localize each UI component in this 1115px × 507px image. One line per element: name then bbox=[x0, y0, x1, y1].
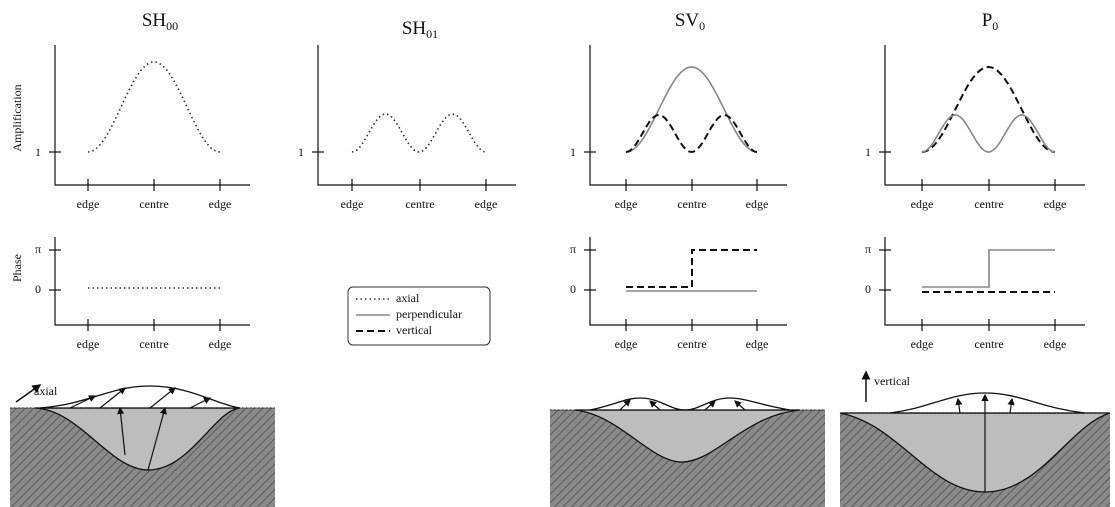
phase-axes bbox=[884, 237, 1085, 326]
title-main: SV bbox=[675, 10, 700, 31]
ray bbox=[149, 387, 176, 409]
title-sub: 0 bbox=[992, 19, 998, 33]
title-sub: 00 bbox=[166, 19, 178, 33]
y-axis-label: Amplification bbox=[10, 84, 24, 151]
title-main: SH bbox=[402, 18, 427, 39]
ray bbox=[734, 400, 746, 411]
amplitude-curve bbox=[87, 61, 221, 153]
panel-title: SH01 bbox=[402, 18, 438, 40]
x-tick-label: edge bbox=[77, 197, 100, 211]
x-tick-label: edge bbox=[746, 337, 769, 351]
ray bbox=[99, 387, 126, 409]
x-tick-label: centre bbox=[974, 197, 1003, 211]
x-tick-label: edge bbox=[77, 337, 100, 351]
surface-motion bbox=[589, 397, 791, 411]
ray bbox=[955, 397, 963, 414]
amplitude-curve bbox=[351, 113, 487, 153]
surface-motion bbox=[889, 392, 1086, 414]
title-sub: 0 bbox=[699, 19, 705, 33]
x-tick-label: centre bbox=[139, 337, 168, 351]
basin bbox=[574, 409, 801, 463]
x-tick-label: edge bbox=[615, 337, 638, 351]
y-tick-label: 1 bbox=[35, 145, 41, 159]
phase-curve bbox=[626, 249, 757, 288]
amplitude-axes bbox=[54, 45, 250, 186]
axial-arrow bbox=[15, 384, 42, 403]
legend-label: perpendicular bbox=[396, 307, 462, 321]
x-tick-label: edge bbox=[746, 197, 769, 211]
y-tick-label: π bbox=[570, 242, 576, 256]
amplitude-curve bbox=[625, 113, 758, 154]
title-main: P bbox=[982, 10, 993, 31]
panel-title: SV0 bbox=[675, 10, 705, 32]
ray bbox=[147, 406, 167, 471]
x-tick-label: centre bbox=[974, 337, 1003, 351]
x-tick-label: centre bbox=[139, 197, 168, 211]
ray bbox=[117, 406, 126, 456]
legend-label: axial bbox=[396, 291, 420, 305]
phase-axes bbox=[589, 237, 787, 326]
ray bbox=[69, 395, 97, 409]
x-tick-label: edge bbox=[1044, 337, 1067, 351]
ray bbox=[704, 400, 716, 411]
x-tick-label: centre bbox=[677, 197, 706, 211]
ray bbox=[649, 400, 661, 411]
x-tick-label: edge bbox=[209, 197, 232, 211]
cross-section-label: vertical bbox=[874, 374, 911, 388]
y-tick-label: 1 bbox=[570, 145, 576, 159]
amplitude-axes bbox=[884, 45, 1085, 186]
y-axis-label: Phase bbox=[10, 254, 24, 282]
y-tick-label: 1 bbox=[298, 145, 304, 159]
x-tick-label: edge bbox=[209, 337, 232, 351]
y-tick-label: 1 bbox=[865, 145, 871, 159]
amplitude-curve bbox=[625, 66, 758, 153]
x-tick-label: centre bbox=[677, 337, 706, 351]
x-tick-label: edge bbox=[475, 197, 498, 211]
y-tick-label: π bbox=[865, 242, 871, 256]
amplitude-curve bbox=[921, 114, 1056, 153]
ray bbox=[189, 397, 212, 409]
panel-title: P0 bbox=[982, 10, 999, 32]
amplitude-axes bbox=[317, 45, 516, 186]
y-tick-label: 0 bbox=[865, 282, 871, 296]
ray bbox=[619, 399, 631, 411]
x-tick-label: edge bbox=[911, 337, 934, 351]
y-tick-label: 0 bbox=[35, 282, 41, 296]
title-sub: 01 bbox=[426, 27, 438, 41]
y-tick-label: π bbox=[35, 242, 41, 256]
phase-curve bbox=[922, 249, 1055, 288]
amplitude-axes bbox=[589, 45, 787, 186]
ray bbox=[1007, 397, 1015, 414]
title-main: SH bbox=[142, 10, 167, 31]
x-tick-label: centre bbox=[405, 197, 434, 211]
panel-title: SH00 bbox=[142, 10, 178, 32]
x-tick-label: edge bbox=[615, 197, 638, 211]
cross-section-label: axial bbox=[34, 384, 58, 398]
surface-motion bbox=[39, 385, 241, 409]
x-tick-label: edge bbox=[911, 197, 934, 211]
amplitude-curve bbox=[921, 65, 1056, 153]
x-tick-label: edge bbox=[341, 197, 364, 211]
y-tick-label: 0 bbox=[570, 282, 576, 296]
phase-axes bbox=[54, 237, 250, 326]
legend-label: vertical bbox=[396, 323, 433, 337]
x-tick-label: edge bbox=[1044, 197, 1067, 211]
